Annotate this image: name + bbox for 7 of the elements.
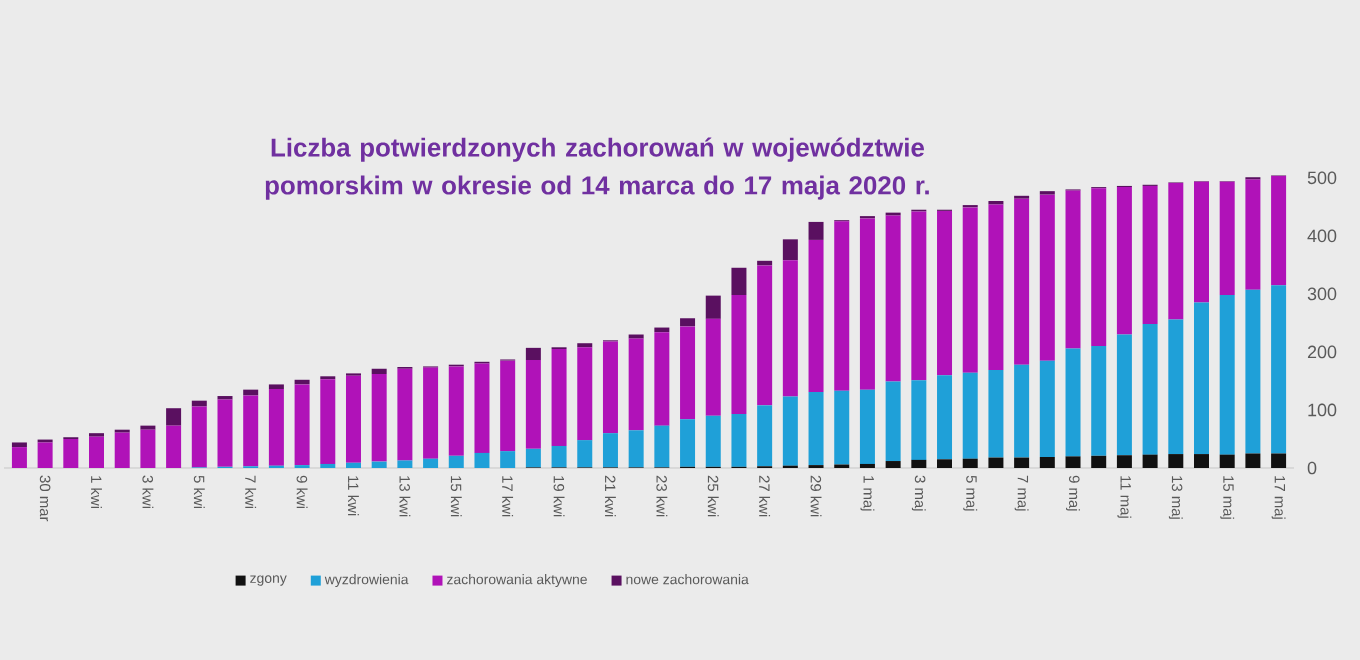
y-tick-label: 0 <box>1307 461 1317 475</box>
y-tick-label: 400 <box>1307 229 1337 243</box>
y-tick-label: 300 <box>1307 287 1337 301</box>
chart-title: Liczba potwierdzonych zachorowań w województwie pomorskim w okresie od 14 marca do 17 maja 2020 r. <box>265 137 929 200</box>
y-tick-label: 200 <box>1307 345 1337 359</box>
y-tick-label: 500 <box>1307 171 1337 185</box>
y-tick-label: 100 <box>1308 403 1337 417</box>
